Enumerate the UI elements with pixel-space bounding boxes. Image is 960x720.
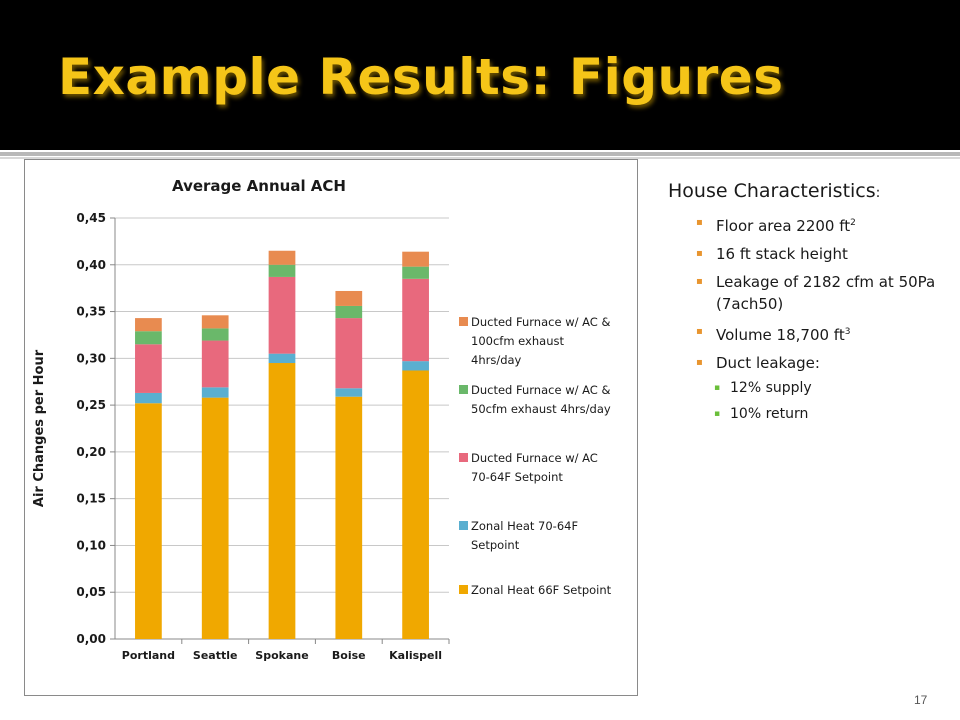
bullet-square-icon: ▪ [696,357,703,368]
sub-list-item: ▪ 10% return [668,404,948,424]
heading-text: House Characteristics [668,180,876,202]
chart-frame: Average Annual ACH Air Changes per Hour 0,… [24,159,638,696]
bar-segment-seattle-s3 [201,328,229,341]
legend-swatch [459,453,468,462]
legend-label: Zonal Heat 66F Setpoint [471,583,612,597]
y-tick-label: 0,40 [76,258,106,272]
legend-swatch [459,385,468,394]
characteristics-list: ▪ Floor area 2200 ft2 ▪ 16 ft stack height… [668,212,948,424]
list-item: ▪ Leakage of 2182 cfm at 50Pa (7ach50) [668,271,948,315]
bar-segment-kalispell-s0 [402,370,429,639]
y-tick-label: 0,15 [76,492,106,506]
legend-swatch [459,585,468,594]
bar-segment-boise-s2 [335,318,363,389]
bar-segment-portland-s2 [135,344,162,393]
duct-leakage-sublist: ▪ 12% supply ▪ 10% return [714,378,948,424]
title-divider-thin [0,157,960,159]
y-tick-label: 0,10 [76,538,106,552]
bullet-square-icon: ▪ [696,217,703,228]
bar-segment-seattle-s1 [201,387,229,398]
bullet-text: Floor area 2200 ft [716,217,851,235]
bar-segment-kalispell-s4 [402,251,429,267]
bar-segment-boise-s0 [335,396,363,639]
sub-bullet-text: 10% return [730,406,809,422]
legend-label: Ducted Furnace w/ AC & [471,315,610,329]
stacked-bar-chart: Average Annual ACH Air Changes per Hour 0,… [32,177,612,662]
bullet-square-icon: ▪ [696,326,703,337]
bar-segment-portland-s3 [135,331,162,345]
x-tick-label: Seattle [193,649,238,662]
bar-segment-kalispell-s2 [402,278,429,362]
x-tick-label: Kalispell [389,649,442,662]
house-characteristics-heading: House Characteristics: [668,180,948,202]
bar-segment-seattle-s4 [201,315,229,329]
bullet-text: Duct leakage: [716,354,820,372]
bar-segment-spokane-s2 [268,276,296,354]
bar-segment-boise-s4 [335,290,363,306]
bullet-text: Volume 18,700 ft [716,326,845,344]
bar-segment-portland-s1 [135,392,162,404]
sub-bullet-text: 12% supply [730,380,812,396]
bar-segment-portland-s0 [135,403,162,639]
bullet-text: 16 ft stack height [716,245,848,263]
title-divider [0,152,960,156]
x-tick-label: Spokane [255,649,308,662]
bar-segment-spokane-s1 [268,353,296,364]
legend-label: 100cfm exhaust [471,334,564,348]
y-tick-label: 0,30 [76,351,106,365]
bar-segment-kalispell-s1 [402,361,429,371]
list-item: ▪ Volume 18,700 ft3 [668,321,948,346]
x-tick-label: Boise [332,649,366,662]
x-tick-label: Portland [122,649,175,662]
bullet-square-icon: ▪ [696,276,703,287]
bar-segment-portland-s4 [135,318,162,332]
chart-title: Average Annual ACH [172,177,346,195]
y-axis-label: Air Changes per Hour [32,349,47,507]
y-tick-label: 0,00 [76,632,106,646]
bar-segment-kalispell-s3 [402,266,429,279]
bar-segment-boise-s1 [335,388,363,397]
bar-segment-spokane-s3 [268,264,296,277]
y-tick-label: 0,25 [76,398,106,412]
bullet-superscript: 3 [844,327,851,337]
legend-swatch [459,521,468,530]
bullet-superscript: 2 [850,218,856,228]
sub-list-item: ▪ 12% supply [668,378,948,398]
y-tick-label: 0,45 [76,211,106,225]
bar-segment-spokane-s0 [268,363,296,639]
house-characteristics-panel: House Characteristics: ▪ Floor area 2200 … [668,180,948,430]
slide-title: Example Results: Figures [58,48,784,106]
sub-bullet-square-icon: ▪ [714,383,721,393]
sub-bullet-square-icon: ▪ [714,409,721,419]
list-item: ▪ Floor area 2200 ft2 [668,212,948,237]
bullet-square-icon: ▪ [696,248,703,259]
legend-label: Ducted Furnace w/ AC & [471,383,610,397]
y-tick-label: 0,20 [76,445,106,459]
page-number: 17 [914,693,928,707]
list-item: ▪ 16 ft stack height [668,243,948,265]
bullet-text: Leakage of 2182 cfm at 50Pa (7ach50) [716,273,936,313]
legend-label: Zonal Heat 70-64F [471,519,578,533]
legend-label: 4hrs/day [471,353,522,367]
list-item: ▪ Duct leakage: ▪ 12% supply ▪ 10% return [668,352,948,424]
bar-segment-seattle-s2 [201,340,229,388]
legend-swatch [459,317,468,326]
bar-segment-spokane-s4 [268,250,296,265]
legend-label: Setpoint [471,538,520,552]
title-bar: Example Results: Figures [0,0,960,150]
heading-colon: : [875,185,881,201]
y-tick-label: 0,35 [76,305,106,319]
y-tick-label: 0,05 [76,585,106,599]
legend-label: 70-64F Setpoint [471,470,563,484]
legend-label: Ducted Furnace w/ AC [471,451,598,465]
legend-label: 50cfm exhaust 4hrs/day [471,402,611,416]
bar-segment-boise-s3 [335,305,363,319]
bar-segment-seattle-s0 [201,397,229,639]
